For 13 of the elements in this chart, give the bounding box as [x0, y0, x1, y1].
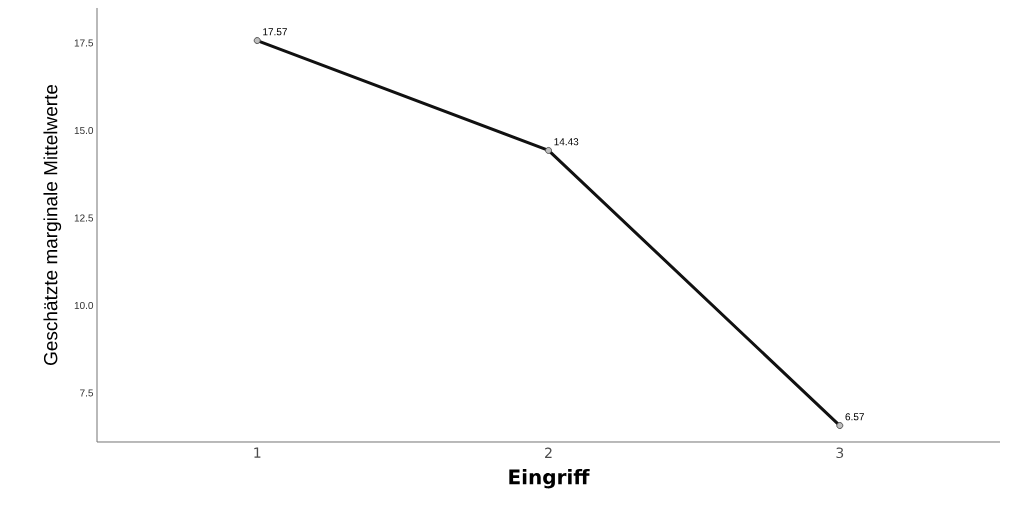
data-label: 6.57 [845, 413, 864, 421]
x-tick-label: 1 [254, 447, 261, 458]
x-axis-title: Eingriff [509, 468, 590, 489]
x-tick-label: 3 [836, 447, 844, 459]
y-tick-label: 7.5 [80, 389, 94, 397]
y-tick-label: 17.5 [74, 39, 94, 47]
y-tick-label: 15.0 [74, 126, 94, 135]
data-label: 17.57 [263, 28, 287, 36]
y-axis-title: Geschätzte marginale Mittelwerte [43, 84, 62, 365]
data-label: 14.43 [554, 138, 579, 146]
y-tick-label: 12.5 [74, 214, 94, 222]
x-tick-label: 2 [545, 447, 552, 458]
y-tick-label: 10.0 [74, 301, 94, 310]
